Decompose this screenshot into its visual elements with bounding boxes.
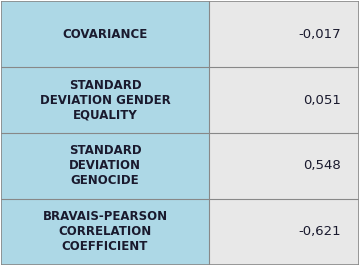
Text: -0,017: -0,017: [298, 28, 341, 41]
Text: STANDARD
DEVIATION
GENOCIDE: STANDARD DEVIATION GENOCIDE: [69, 144, 141, 188]
Bar: [1, 67, 208, 133]
Bar: [208, 67, 359, 133]
Text: BRAVAIS-PEARSON
CORRELATION
COEFFICIENT: BRAVAIS-PEARSON CORRELATION COEFFICIENT: [42, 210, 167, 253]
Bar: [208, 199, 359, 265]
Text: 0,548: 0,548: [303, 159, 341, 172]
Text: STANDARD
DEVIATION GENDER
EQUALITY: STANDARD DEVIATION GENDER EQUALITY: [40, 78, 170, 122]
Bar: [1, 133, 208, 199]
Bar: [208, 1, 359, 67]
Bar: [208, 133, 359, 199]
Text: -0,621: -0,621: [298, 225, 341, 238]
Text: 0,051: 0,051: [303, 94, 341, 107]
Text: COVARIANCE: COVARIANCE: [62, 28, 148, 41]
Bar: [1, 199, 208, 265]
Bar: [1, 1, 208, 67]
